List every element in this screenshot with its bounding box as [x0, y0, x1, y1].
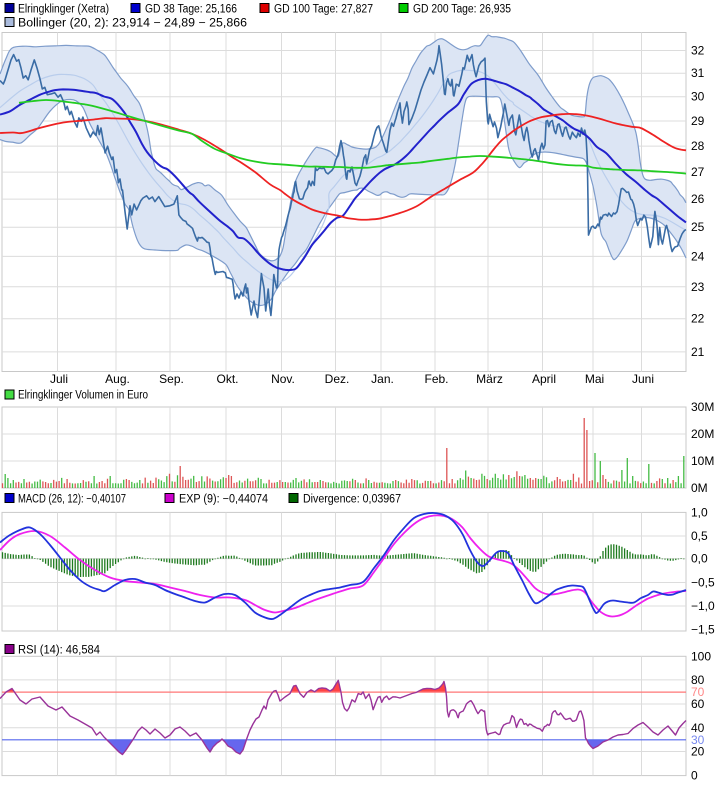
- svg-text:Sep.: Sep.: [159, 372, 184, 386]
- svg-text:−1,5: −1,5: [691, 623, 715, 637]
- svg-text:GD 38 Tage: 25,166: GD 38 Tage: 25,166: [145, 4, 237, 16]
- svg-text:GD 200 Tage: 26,935: GD 200 Tage: 26,935: [413, 4, 511, 16]
- svg-text:Aug.: Aug.: [105, 372, 130, 386]
- svg-text:0: 0: [691, 769, 698, 783]
- svg-text:32: 32: [691, 44, 705, 58]
- svg-text:25: 25: [691, 220, 705, 234]
- svg-text:Jan.: Jan.: [371, 372, 394, 386]
- svg-text:0,0: 0,0: [691, 552, 708, 566]
- svg-text:Elringklinger (Xetra): Elringklinger (Xetra): [18, 4, 109, 16]
- svg-text:Divergence: 0,03967: Divergence: 0,03967: [303, 494, 401, 506]
- svg-text:30M: 30M: [691, 400, 714, 414]
- svg-text:60: 60: [691, 697, 705, 711]
- svg-text:40: 40: [691, 721, 705, 735]
- svg-text:GD 100 Tage: 27,827: GD 100 Tage: 27,827: [274, 4, 373, 16]
- svg-text:0,5: 0,5: [691, 529, 708, 543]
- svg-text:26: 26: [691, 192, 705, 206]
- svg-text:Feb.: Feb.: [424, 372, 448, 386]
- svg-text:Bollinger (20, 2): 23,914 − 24: Bollinger (20, 2): 23,914 − 24,89 − 25,8…: [18, 18, 247, 30]
- svg-text:1,0: 1,0: [691, 505, 708, 519]
- svg-text:80: 80: [691, 673, 705, 687]
- svg-text:Dez.: Dez.: [325, 372, 350, 386]
- svg-text:100: 100: [691, 649, 711, 663]
- svg-text:Okt.: Okt.: [216, 372, 238, 386]
- svg-text:−1,0: −1,0: [691, 599, 715, 613]
- svg-text:24: 24: [691, 249, 705, 263]
- svg-text:MACD (26, 12): −0,40107: MACD (26, 12): −0,40107: [18, 494, 126, 506]
- svg-text:März: März: [476, 372, 503, 386]
- svg-text:31: 31: [691, 66, 705, 80]
- svg-text:22: 22: [691, 312, 705, 326]
- svg-text:−0,5: −0,5: [691, 576, 715, 590]
- svg-text:Juli: Juli: [50, 372, 68, 386]
- svg-text:RSI (14): 46,584: RSI (14): 46,584: [18, 645, 101, 657]
- svg-text:30: 30: [691, 90, 705, 104]
- svg-text:Elringklinger Volumen in Euro: Elringklinger Volumen in Euro: [18, 390, 148, 402]
- svg-text:0M: 0M: [691, 481, 708, 495]
- svg-text:Mai: Mai: [585, 372, 604, 386]
- svg-text:April: April: [532, 372, 556, 386]
- svg-text:21: 21: [691, 345, 705, 359]
- svg-text:70: 70: [691, 685, 705, 699]
- svg-text:27: 27: [691, 165, 705, 179]
- svg-text:29: 29: [691, 114, 705, 128]
- svg-text:20M: 20M: [691, 427, 714, 441]
- svg-text:30: 30: [691, 733, 705, 747]
- svg-text:28: 28: [691, 139, 705, 153]
- svg-text:Juni: Juni: [632, 372, 654, 386]
- svg-text:EXP (9): −0,44074: EXP (9): −0,44074: [179, 494, 269, 506]
- svg-text:Nov.: Nov.: [271, 372, 295, 386]
- svg-text:23: 23: [691, 280, 705, 294]
- svg-text:10M: 10M: [691, 454, 714, 468]
- svg-text:20: 20: [691, 745, 705, 759]
